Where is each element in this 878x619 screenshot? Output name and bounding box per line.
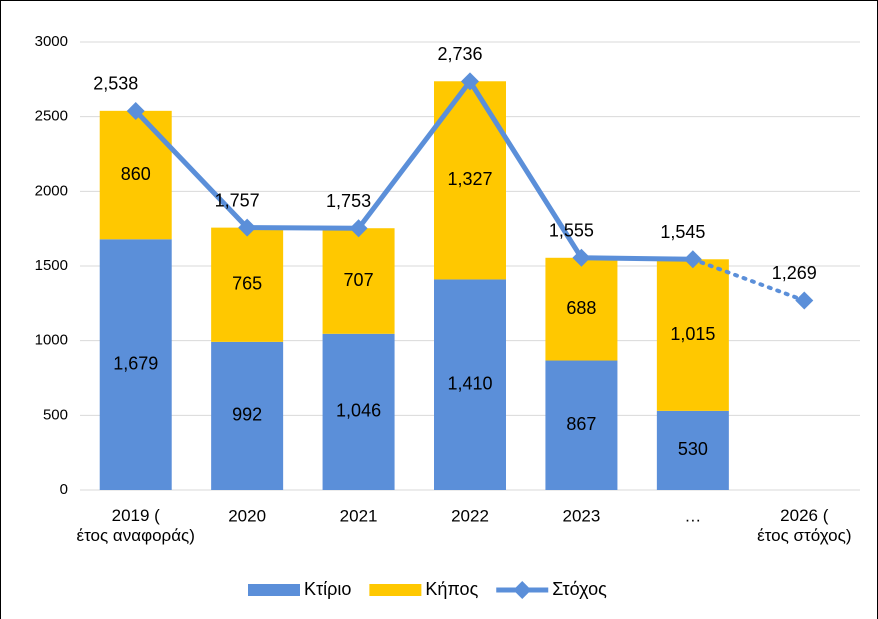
y-tick-label: 1500 bbox=[35, 257, 68, 274]
bar-segment bbox=[656, 410, 729, 490]
data-label: 1,679 bbox=[113, 353, 158, 373]
bar-segment bbox=[656, 259, 729, 411]
y-tick-label: 500 bbox=[43, 406, 68, 423]
legend-marker bbox=[513, 581, 532, 599]
bar-segment bbox=[99, 110, 172, 240]
target-marker bbox=[126, 101, 145, 120]
data-label: 2,736 bbox=[437, 44, 482, 64]
data-label: 1,269 bbox=[772, 263, 817, 283]
data-label: 992 bbox=[232, 405, 262, 425]
target-marker bbox=[349, 219, 368, 238]
data-label: 1,015 bbox=[670, 324, 715, 344]
data-label: 530 bbox=[678, 439, 708, 459]
bar-segment bbox=[211, 227, 284, 342]
y-tick-label: 2000 bbox=[35, 182, 68, 199]
target-marker bbox=[238, 218, 257, 237]
target-marker bbox=[795, 291, 814, 310]
x-tick-label: 2022 bbox=[451, 506, 489, 525]
bar-segment bbox=[99, 239, 172, 490]
data-label: 867 bbox=[566, 414, 596, 434]
x-tick-label: 2023 bbox=[563, 506, 601, 525]
legend-swatch bbox=[369, 584, 422, 596]
bar-segment bbox=[545, 360, 618, 490]
data-label: 860 bbox=[121, 164, 151, 184]
data-label: 1,753 bbox=[326, 191, 371, 211]
target-line-dotted bbox=[690, 257, 807, 303]
data-label: 1,545 bbox=[660, 222, 705, 242]
target-marker bbox=[683, 250, 702, 269]
data-label: 1,046 bbox=[336, 401, 381, 421]
y-tick-label: 1000 bbox=[35, 332, 68, 349]
bar-segment bbox=[434, 279, 506, 490]
data-label: 1,327 bbox=[447, 169, 492, 189]
legend-label: Κήπος bbox=[425, 579, 478, 599]
data-label: 765 bbox=[232, 273, 262, 293]
y-tick-label: 2500 bbox=[35, 108, 68, 125]
bar-segment bbox=[211, 341, 284, 490]
data-label: 707 bbox=[344, 270, 374, 290]
data-label: 2,538 bbox=[93, 74, 138, 94]
y-tick-label: 0 bbox=[60, 481, 68, 498]
legend-swatch bbox=[248, 584, 300, 596]
x-tick-label: 2020 bbox=[228, 506, 266, 525]
target-line bbox=[133, 77, 693, 262]
legend-label: Κτίριο bbox=[304, 579, 351, 599]
target-marker bbox=[572, 248, 591, 267]
x-tick-label: 2026 (έτος στόχος) bbox=[757, 506, 851, 545]
x-tick-label: … bbox=[684, 506, 701, 525]
x-tick-label: 2021 bbox=[340, 506, 378, 525]
data-label: 1,410 bbox=[447, 373, 492, 393]
legend: Κτίριο Κήπος Στόχος bbox=[248, 579, 607, 599]
target-marker bbox=[461, 72, 479, 91]
x-tick-label: 2019 (έτος αναφοράς) bbox=[77, 506, 195, 545]
y-tick-label: 3000 bbox=[35, 33, 68, 50]
data-label: 1,757 bbox=[215, 190, 260, 210]
bar-segment bbox=[322, 333, 395, 490]
bar-segment bbox=[545, 257, 618, 361]
bar-segment bbox=[322, 228, 395, 334]
data-label: 1,555 bbox=[549, 221, 594, 241]
legend-label: Στόχος bbox=[552, 579, 607, 599]
data-label: 688 bbox=[566, 298, 596, 318]
